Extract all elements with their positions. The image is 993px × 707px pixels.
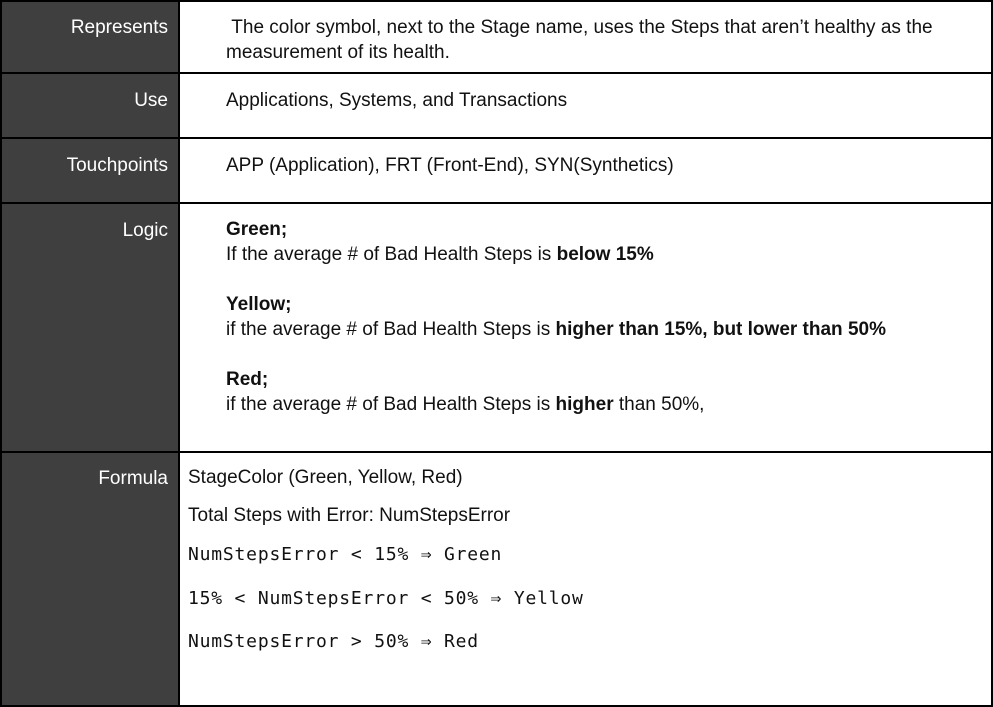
formula-line-1: StageColor (Green, Yellow, Red) — [188, 465, 991, 503]
use-text: Applications, Systems, and Transactions — [226, 90, 567, 111]
label-represents-text: Represents — [71, 17, 168, 38]
logic-green-text: If the average # of Bad Health Steps is — [226, 244, 557, 265]
value-logic: Green; If the average # of Bad Health St… — [178, 202, 993, 453]
logic-red-tail: than 50%, — [614, 394, 705, 415]
logic-yellow-title: Yellow; — [226, 292, 991, 317]
row-logic: Logic Green; If the average # of Bad Hea… — [0, 202, 993, 453]
row-formula: Formula StageColor (Green, Yellow, Red) … — [0, 451, 993, 707]
label-use-text: Use — [134, 90, 168, 111]
value-formula: StageColor (Green, Yellow, Red) Total St… — [178, 451, 993, 707]
represents-text: The color symbol, next to the Stage name… — [226, 17, 938, 63]
formula-rule-green: NumStepsError < 15% ⇒ Green — [188, 542, 991, 586]
touchpoints-text: APP (Application), FRT (Front-End), SYN(… — [226, 155, 674, 176]
label-formula-text: Formula — [98, 468, 168, 489]
logic-green-line: If the average # of Bad Health Steps is … — [226, 242, 991, 267]
logic-red-title: Red; — [226, 367, 991, 392]
logic-spacer — [226, 342, 991, 367]
value-touchpoints: APP (Application), FRT (Front-End), SYN(… — [178, 137, 993, 204]
label-logic-text: Logic — [123, 220, 168, 241]
formula-rule-red: NumStepsError > 50% ⇒ Red — [188, 629, 991, 669]
logic-green-title: Green; — [226, 217, 991, 242]
logic-red-bold: higher — [556, 394, 614, 415]
formula-rule-yellow: 15% < NumStepsError < 50% ⇒ Yellow — [188, 586, 991, 629]
logic-yellow-line: if the average # of Bad Health Steps is … — [226, 317, 991, 342]
label-touchpoints-text: Touchpoints — [67, 155, 168, 176]
label-use: Use — [0, 72, 178, 139]
label-formula: Formula — [0, 451, 178, 707]
logic-red-line: if the average # of Bad Health Steps is … — [226, 392, 991, 417]
logic-yellow-text: if the average # of Bad Health Steps is — [226, 319, 556, 340]
value-represents: The color symbol, next to the Stage name… — [178, 0, 993, 74]
label-logic: Logic — [0, 202, 178, 453]
logic-spacer — [226, 267, 991, 292]
logic-green-bold: below 15% — [557, 244, 654, 265]
value-use: Applications, Systems, and Transactions — [178, 72, 993, 139]
row-represents: Represents The color symbol, next to the… — [0, 0, 993, 74]
row-touchpoints: Touchpoints APP (Application), FRT (Fron… — [0, 137, 993, 204]
row-use: Use Applications, Systems, and Transacti… — [0, 72, 993, 139]
label-represents: Represents — [0, 0, 178, 74]
label-touchpoints: Touchpoints — [0, 137, 178, 204]
formula-line-2: Total Steps with Error: NumStepsError — [188, 503, 991, 542]
logic-yellow-bold: higher than 15%, but lower than 50% — [556, 319, 886, 340]
logic-red-text: if the average # of Bad Health Steps is — [226, 394, 556, 415]
